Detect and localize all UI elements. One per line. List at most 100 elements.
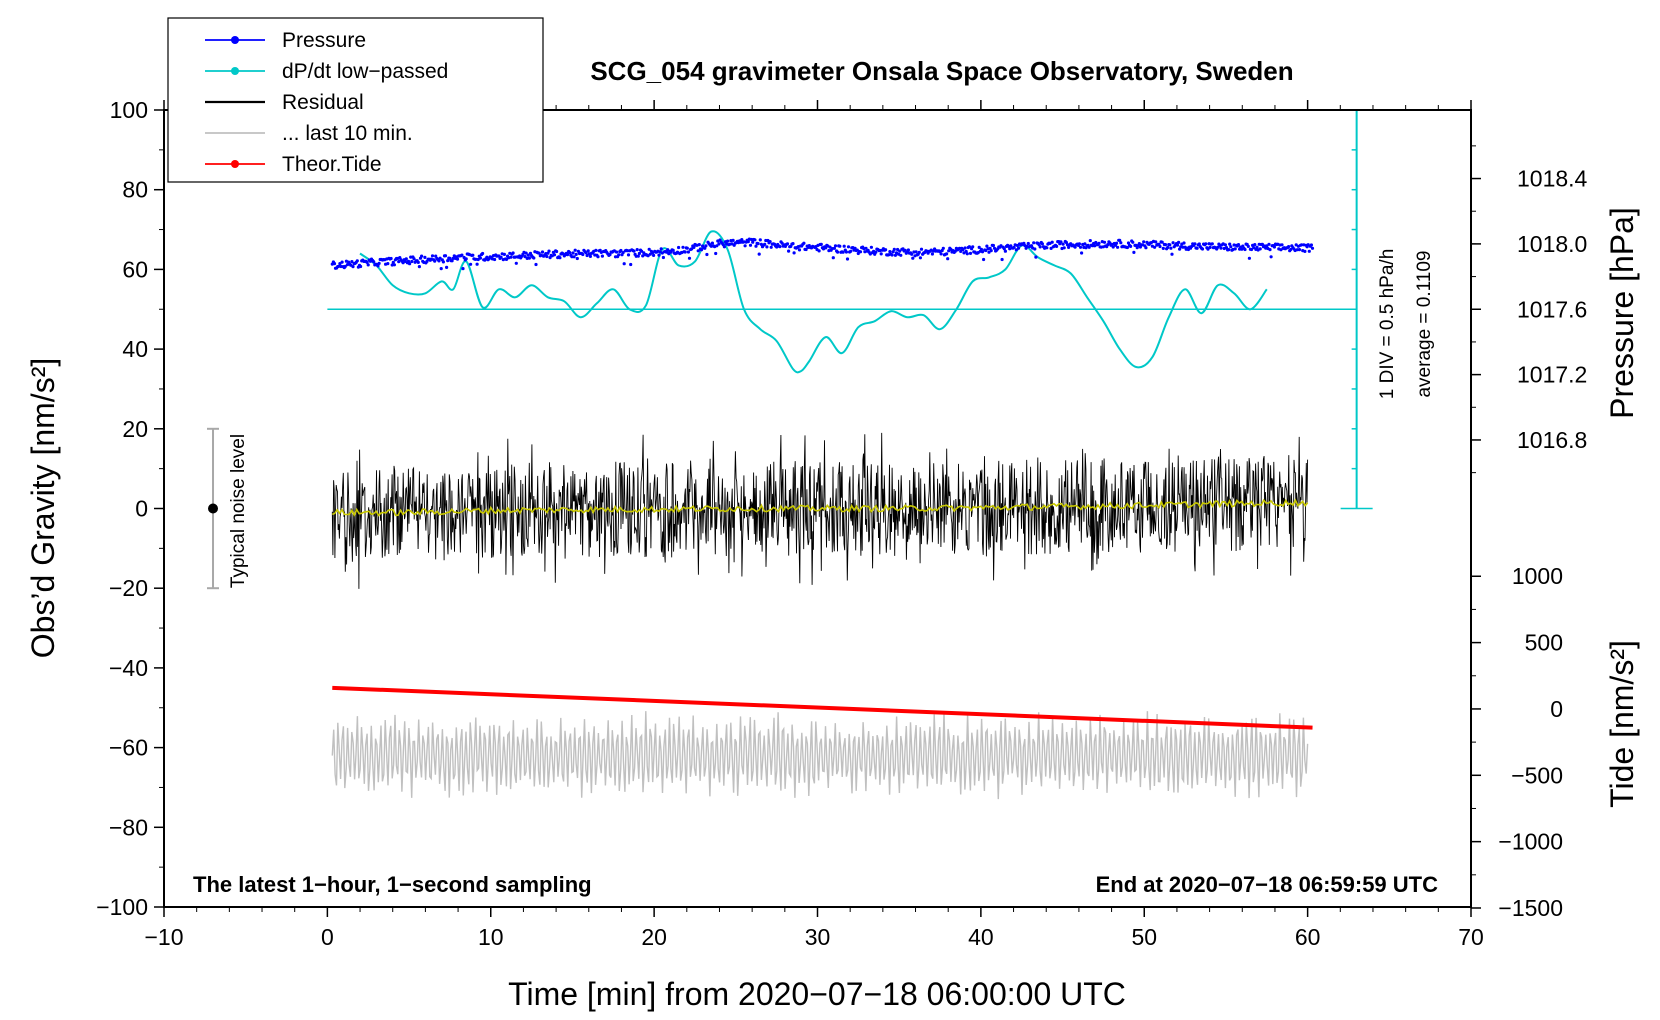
pressure-point bbox=[420, 254, 424, 258]
scale-bar-average-label: average = 0.1109 bbox=[1414, 250, 1435, 397]
legend-label: Theor.Tide bbox=[282, 153, 382, 176]
pressure-point bbox=[899, 253, 903, 257]
pressure-point bbox=[687, 256, 692, 260]
pressure-point bbox=[1309, 243, 1313, 247]
y-tick-label: 60 bbox=[122, 256, 148, 282]
y-tick-label: −40 bbox=[109, 655, 148, 681]
series-dpdt-low-passed bbox=[359, 230, 1268, 374]
pressure-point bbox=[892, 247, 896, 251]
pressure-point bbox=[754, 244, 758, 248]
pressure-point bbox=[600, 254, 605, 258]
pressure-point bbox=[1216, 245, 1220, 249]
pressure-point bbox=[340, 260, 344, 264]
pressure-point bbox=[355, 259, 359, 263]
pressure-point bbox=[1267, 242, 1271, 246]
pressure-point bbox=[939, 252, 943, 256]
pressure-point bbox=[404, 257, 408, 261]
pressure-point bbox=[1040, 242, 1044, 246]
pressure-point bbox=[717, 242, 721, 246]
pressure-point bbox=[1210, 242, 1214, 246]
pressure-point bbox=[499, 255, 503, 259]
series-pressure bbox=[330, 237, 1315, 271]
pressure-point bbox=[417, 265, 421, 269]
pressure-point bbox=[817, 249, 821, 253]
pressure-point bbox=[890, 253, 894, 257]
series-last-10-min bbox=[331, 711, 1309, 800]
pressure-point bbox=[692, 245, 696, 249]
tide-tick-label: 1000 bbox=[1512, 563, 1563, 589]
pressure-point bbox=[408, 262, 412, 266]
pressure-point bbox=[992, 246, 997, 250]
pressure-point bbox=[958, 246, 962, 250]
pressure-point bbox=[1181, 245, 1185, 249]
pressure-point bbox=[888, 250, 892, 254]
pressure-point bbox=[1154, 240, 1158, 244]
pressure-point bbox=[359, 264, 363, 269]
pressure-point bbox=[574, 252, 578, 256]
pressure-point bbox=[461, 267, 465, 271]
pressure-point bbox=[1088, 239, 1092, 243]
pressure-point bbox=[802, 241, 806, 245]
pressure-point bbox=[1160, 240, 1164, 244]
pressure-point bbox=[1227, 248, 1231, 252]
pressure-point bbox=[1253, 243, 1257, 247]
pressure-point bbox=[568, 251, 572, 255]
pressure-point bbox=[757, 252, 761, 256]
pressure-point bbox=[797, 248, 802, 252]
pressure-point bbox=[1204, 242, 1208, 246]
pressure-point bbox=[1129, 244, 1133, 248]
pressure-point bbox=[787, 249, 791, 253]
pressure-point bbox=[555, 249, 559, 254]
pressure-point bbox=[392, 263, 396, 267]
pressure-point bbox=[1118, 238, 1122, 242]
pressure-point bbox=[350, 260, 354, 264]
pressure-point bbox=[545, 254, 549, 259]
pressure-point bbox=[1153, 245, 1157, 249]
pressure-point bbox=[652, 253, 656, 257]
pressure-point bbox=[471, 253, 475, 257]
note-sampling: The latest 1−hour, 1−second sampling bbox=[193, 872, 592, 897]
pressure-point bbox=[416, 260, 420, 264]
pressure-point bbox=[982, 257, 986, 262]
pressure-point bbox=[446, 259, 450, 263]
pressure-point bbox=[1032, 241, 1036, 245]
pressure-point bbox=[1119, 241, 1123, 245]
pressure-point bbox=[941, 246, 945, 250]
pressure-point bbox=[614, 250, 619, 254]
pressure-point bbox=[681, 245, 685, 249]
legend-marker bbox=[231, 160, 239, 168]
pressure-point bbox=[596, 255, 600, 259]
pressure-point bbox=[441, 260, 445, 264]
pressure-point bbox=[968, 251, 973, 255]
pressure-point bbox=[1026, 241, 1030, 246]
pressure-point bbox=[661, 255, 666, 260]
pressure-point bbox=[1287, 245, 1291, 249]
pressure-point bbox=[657, 253, 661, 257]
legend-label: dP/dt low−passed bbox=[282, 60, 448, 83]
pressure-point bbox=[753, 238, 757, 242]
legend-label: Residual bbox=[282, 91, 364, 114]
pressure-point bbox=[629, 262, 633, 267]
pressure-point bbox=[769, 245, 773, 249]
legend: Pressure dP/dt low−passed Residual ... last… bbox=[167, 17, 544, 183]
pressure-point bbox=[1243, 247, 1247, 252]
pressure-point bbox=[879, 252, 883, 256]
pressure-point bbox=[785, 242, 790, 246]
pressure-point bbox=[588, 254, 593, 258]
pressure-point bbox=[514, 261, 518, 265]
pressure-point bbox=[1083, 242, 1087, 246]
pressure-point bbox=[746, 240, 750, 244]
pressure-point bbox=[332, 262, 337, 266]
noise-bar-label: Typical noise level bbox=[228, 434, 249, 588]
pressure-point bbox=[1208, 245, 1212, 249]
pressure-point bbox=[1080, 251, 1084, 255]
pressure-point bbox=[626, 253, 631, 257]
y-tick-label: 40 bbox=[122, 336, 148, 362]
pressure-point bbox=[1265, 244, 1269, 248]
pressure-point bbox=[696, 249, 700, 253]
pressure-point bbox=[758, 238, 762, 242]
series-residual-mean bbox=[331, 498, 1309, 517]
pressure-point bbox=[910, 252, 914, 256]
pressure-point bbox=[756, 242, 760, 246]
